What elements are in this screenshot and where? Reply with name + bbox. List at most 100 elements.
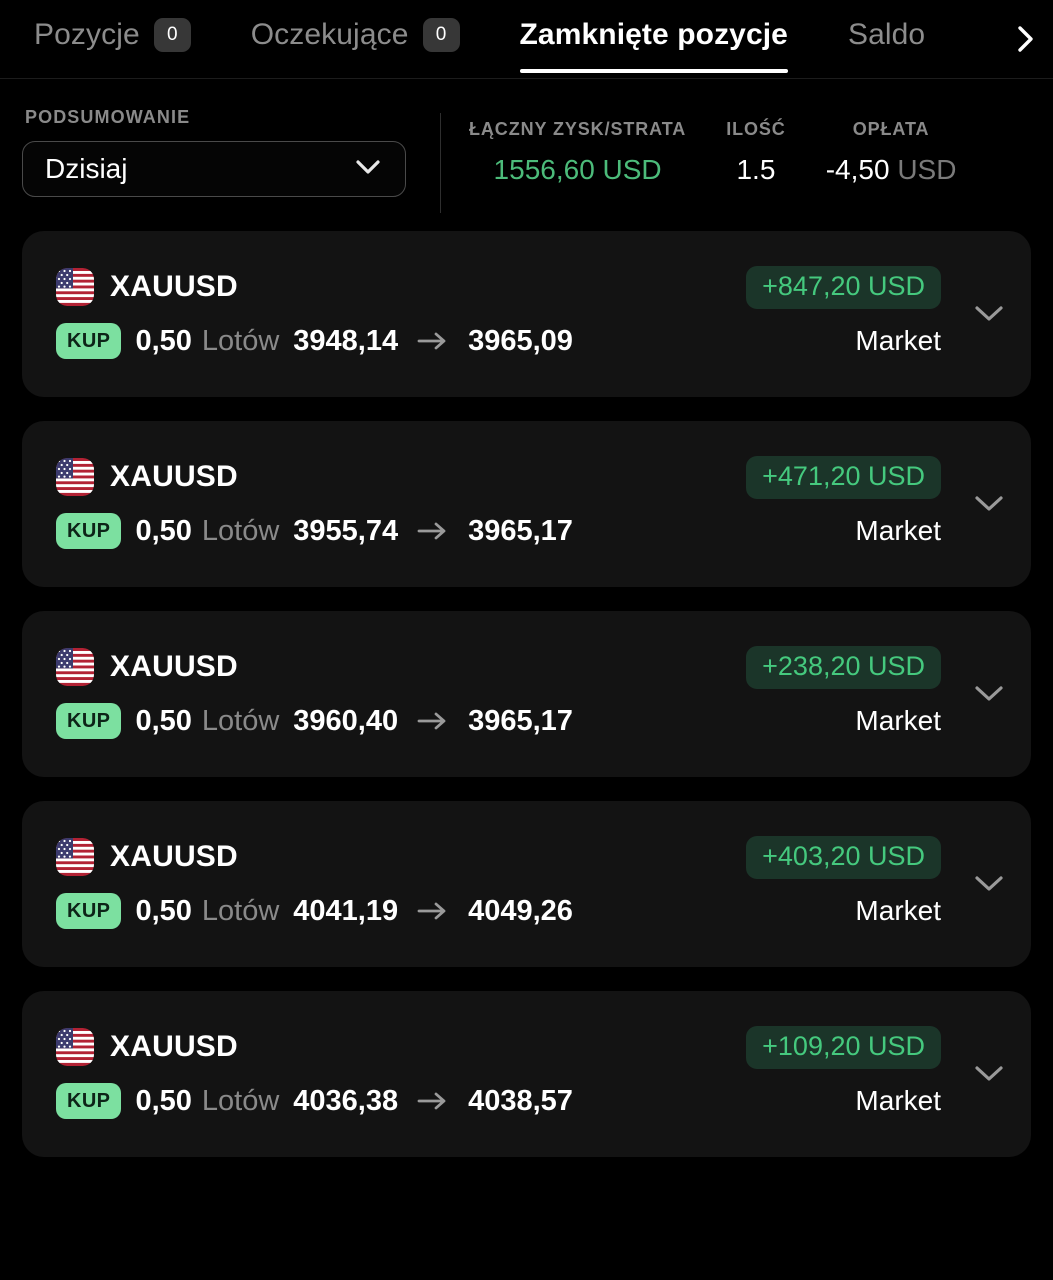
us-flag-icon	[56, 1028, 94, 1066]
period-select-value: Dzisiaj	[45, 153, 128, 184]
position-order-type: Market	[855, 1085, 941, 1116]
us-flag-icon	[56, 648, 94, 686]
chevron-down-icon[interactable]	[969, 864, 1009, 904]
symbol-group: XAUUSD	[56, 838, 238, 876]
stat-value: -4,50 USD	[826, 154, 957, 186]
tab-saldo[interactable]: Saldo	[847, 0, 926, 78]
position-card[interactable]: XAUUSD +403,20 USD KUP 0,50 Lotów 4041,1…	[22, 801, 1031, 967]
tab-oczekujace[interactable]: Oczekujące 0	[250, 0, 460, 78]
chevron-down-icon[interactable]	[969, 674, 1009, 714]
summary-caption: PODSUMOWANIE	[25, 107, 191, 127]
position-card[interactable]: XAUUSD +109,20 USD KUP 0,50 Lotów 4036,3…	[22, 991, 1031, 1157]
us-flag-icon	[56, 268, 94, 306]
stat-value-unit: USD	[897, 154, 957, 185]
position-order-type: Market	[855, 895, 941, 926]
position-card[interactable]: XAUUSD +238,20 USD KUP 0,50 Lotów 3960,4…	[22, 611, 1031, 777]
position-symbol: XAUUSD	[110, 650, 238, 683]
position-card-top-row: XAUUSD +403,20 USD	[56, 833, 1003, 881]
summary-divider	[440, 113, 441, 213]
position-side-badge: KUP	[56, 1083, 122, 1119]
position-order-type: Market	[855, 325, 941, 356]
position-card[interactable]: XAUUSD +847,20 USD KUP 0,50 Lotów 3948,1…	[22, 231, 1031, 397]
stat-label: ŁĄCZNY ZYSK/STRATA	[469, 119, 687, 139]
arrow-right-icon	[416, 1089, 450, 1113]
chevron-down-icon	[353, 157, 383, 182]
position-lots-unit: Lotów	[201, 704, 280, 737]
position-open-price: 3948,14	[293, 324, 399, 357]
summary-period-group: PODSUMOWANIE Dzisiaj	[20, 107, 440, 197]
arrow-right-icon	[416, 329, 450, 353]
tab-badge-count: 0	[422, 18, 460, 52]
position-card-top-row: XAUUSD +238,20 USD	[56, 643, 1003, 691]
tab-label: Pozycje	[34, 18, 140, 51]
chevron-down-icon[interactable]	[969, 1054, 1009, 1094]
position-lots-unit: Lotów	[201, 894, 280, 927]
position-side-badge: KUP	[56, 323, 122, 359]
position-open-price: 4036,38	[293, 1084, 399, 1117]
stat-label: OPŁATA	[852, 119, 930, 139]
position-deal-group: KUP 0,50 Lotów 3960,40 3965,17	[56, 703, 573, 739]
position-lots: 0,50	[135, 894, 192, 927]
tab-pozycje[interactable]: Pozycje 0	[34, 0, 191, 78]
tab-badge-count: 0	[153, 18, 191, 52]
position-deal-group: KUP 0,50 Lotów 4041,19 4049,26	[56, 893, 573, 929]
stat-fee: OPŁATA -4,50 USD	[826, 119, 957, 186]
position-card-top-row: XAUUSD +471,20 USD	[56, 453, 1003, 501]
us-flag-icon	[56, 458, 94, 496]
stat-value-number: -4,50	[825, 154, 890, 185]
position-deal-group: KUP 0,50 Lotów 3955,74 3965,17	[56, 513, 573, 549]
stat-value: 1556,60 USD	[493, 154, 662, 185]
chevron-down-icon[interactable]	[969, 484, 1009, 524]
position-open-price: 3960,40	[293, 704, 399, 737]
position-close-price: 4049,26	[468, 894, 573, 927]
position-lots-unit: Lotów	[201, 514, 280, 547]
position-deal-group: KUP 0,50 Lotów 4036,38 4038,57	[56, 1083, 573, 1119]
position-close-price: 3965,17	[468, 704, 573, 737]
position-pnl-badge: +238,20 USD	[746, 645, 941, 689]
tab-label: Oczekujące	[250, 18, 409, 51]
position-side-badge: KUP	[56, 703, 122, 739]
closed-positions-list: XAUUSD +847,20 USD KUP 0,50 Lotów 3948,1…	[0, 231, 1053, 1280]
stat-label: ILOŚĆ	[726, 119, 786, 139]
position-deal-group: KUP 0,50 Lotów 3948,14 3965,09	[56, 323, 573, 359]
chevron-right-icon[interactable]	[1013, 26, 1039, 52]
position-pnl-badge: +471,20 USD	[746, 455, 941, 499]
position-card[interactable]: XAUUSD +471,20 USD KUP 0,50 Lotów 3955,7…	[22, 421, 1031, 587]
position-lots: 0,50	[135, 514, 192, 547]
position-pnl-badge: +847,20 USD	[746, 265, 941, 309]
position-open-price: 4041,19	[293, 894, 399, 927]
position-close-price: 3965,09	[468, 324, 573, 357]
position-card-bottom-row: KUP 0,50 Lotów 3960,40 3965,17 Market	[56, 695, 1003, 747]
tab-bar: Pozycje 0 Oczekujące 0 Zamknięte pozycje…	[0, 0, 1053, 79]
position-close-price: 3965,17	[468, 514, 573, 547]
position-symbol: XAUUSD	[110, 270, 238, 303]
position-card-bottom-row: KUP 0,50 Lotów 4036,38 4038,57 Market	[56, 1075, 1003, 1127]
tab-zamkniete-pozycje[interactable]: Zamknięte pozycje	[519, 0, 789, 78]
tab-label: Saldo	[847, 18, 926, 51]
arrow-right-icon	[416, 899, 450, 923]
position-card-top-row: XAUUSD +109,20 USD	[56, 1023, 1003, 1071]
symbol-group: XAUUSD	[56, 458, 238, 496]
position-pnl-badge: +403,20 USD	[746, 835, 941, 879]
position-order-type: Market	[855, 515, 941, 546]
position-lots-unit: Lotów	[201, 1084, 280, 1117]
summary-section: PODSUMOWANIE Dzisiaj ŁĄCZNY ZYSK/STRATA …	[0, 79, 1053, 231]
stat-total-profit-loss: ŁĄCZNY ZYSK/STRATA 1556,60 USD	[469, 119, 686, 186]
position-order-type: Market	[855, 705, 941, 736]
position-lots-unit: Lotów	[201, 324, 280, 357]
stat-value: 1.5	[736, 154, 776, 185]
stat-quantity: ILOŚĆ 1.5	[726, 119, 786, 186]
symbol-group: XAUUSD	[56, 1028, 238, 1066]
position-symbol: XAUUSD	[110, 1030, 238, 1063]
position-lots: 0,50	[135, 704, 192, 737]
arrow-right-icon	[416, 519, 450, 543]
period-select[interactable]: Dzisiaj	[22, 141, 406, 197]
position-card-bottom-row: KUP 0,50 Lotów 3955,74 3965,17 Market	[56, 505, 1003, 557]
position-open-price: 3955,74	[293, 514, 399, 547]
chevron-down-icon[interactable]	[969, 294, 1009, 334]
position-card-bottom-row: KUP 0,50 Lotów 3948,14 3965,09 Market	[56, 315, 1003, 367]
position-card-bottom-row: KUP 0,50 Lotów 4041,19 4049,26 Market	[56, 885, 1003, 937]
position-side-badge: KUP	[56, 513, 122, 549]
position-lots: 0,50	[135, 1084, 192, 1117]
